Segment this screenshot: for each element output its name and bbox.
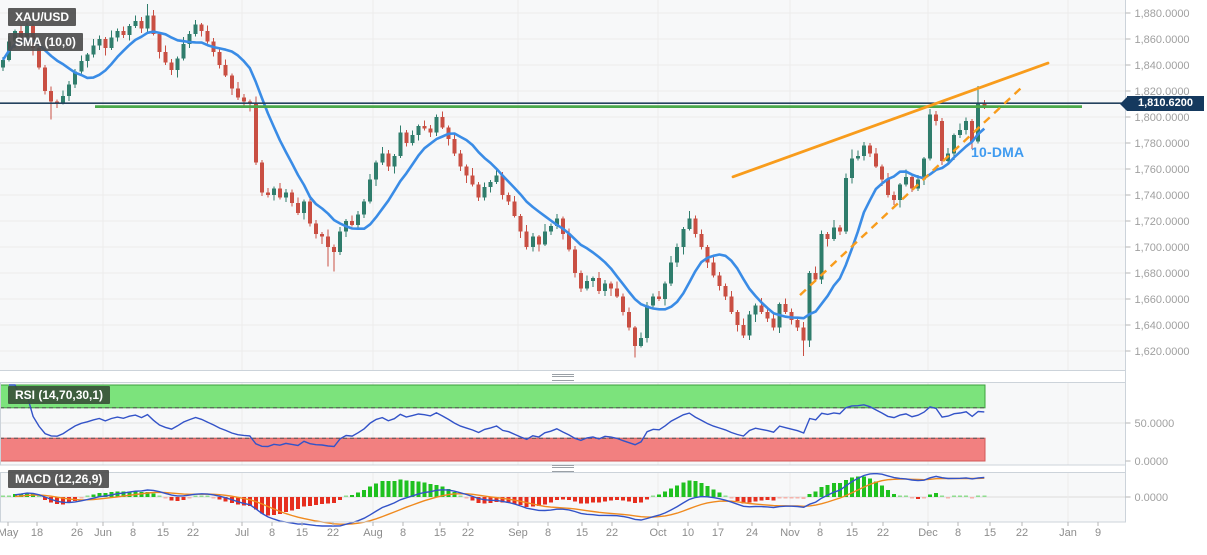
svg-text:1,700.0000: 1,700.0000 xyxy=(1135,242,1190,254)
svg-text:17: 17 xyxy=(712,527,724,539)
current-price-badge: 1,810.6200 xyxy=(1120,96,1204,111)
svg-text:1,860.0000: 1,860.0000 xyxy=(1135,34,1190,46)
svg-text:8: 8 xyxy=(130,527,136,539)
svg-text:15: 15 xyxy=(296,527,308,539)
svg-text:1,640.0000: 1,640.0000 xyxy=(1135,320,1190,332)
svg-text:Jan: Jan xyxy=(1059,527,1077,539)
svg-text:15: 15 xyxy=(434,527,446,539)
svg-text:26: 26 xyxy=(71,527,83,539)
svg-text:Nov: Nov xyxy=(780,527,800,539)
dma-annotation: 10-DMA xyxy=(971,144,1025,160)
svg-text:8: 8 xyxy=(400,527,406,539)
svg-text:22: 22 xyxy=(877,527,889,539)
pane-splitter-handle-top[interactable] xyxy=(552,374,574,381)
svg-text:8: 8 xyxy=(817,527,823,539)
price-badge-arrow-icon xyxy=(1120,96,1127,111)
svg-text:10: 10 xyxy=(682,527,694,539)
sma-indicator-label: SMA (10,0) xyxy=(8,33,83,51)
svg-text:May: May xyxy=(0,527,19,539)
instrument-label: XAU/USD xyxy=(8,8,77,26)
rsi-bands xyxy=(0,384,986,462)
svg-text:22: 22 xyxy=(187,527,199,539)
rsi-line xyxy=(9,384,985,448)
svg-text:1,840.0000: 1,840.0000 xyxy=(1135,60,1190,72)
support-trendline-dashed xyxy=(799,86,1023,296)
svg-text:15: 15 xyxy=(984,527,996,539)
svg-text:1,620.0000: 1,620.0000 xyxy=(1135,346,1190,358)
svg-text:22: 22 xyxy=(1016,527,1028,539)
svg-text:50.0000: 50.0000 xyxy=(1135,418,1175,430)
svg-text:1,740.0000: 1,740.0000 xyxy=(1135,190,1190,202)
pane-splitter-handle-bottom[interactable] xyxy=(552,465,574,472)
svg-text:1,780.0000: 1,780.0000 xyxy=(1135,138,1190,150)
svg-text:8: 8 xyxy=(269,527,275,539)
svg-text:9: 9 xyxy=(1095,527,1101,539)
svg-text:24: 24 xyxy=(746,527,758,539)
rsi-indicator-label: RSI (14,70,30,1) xyxy=(8,386,111,404)
price-axis[interactable]: 1,880.0000 1,860.0000 1,840.0000 1,820.0000… xyxy=(1125,8,1190,504)
pane-bg xyxy=(0,0,1125,371)
macd-indicator-label-text: MACD (12,26,9) xyxy=(15,472,103,486)
svg-text:15: 15 xyxy=(846,527,858,539)
svg-text:Dec: Dec xyxy=(918,527,938,539)
svg-text:15: 15 xyxy=(157,527,169,539)
svg-text:0.0000: 0.0000 xyxy=(1135,456,1169,468)
svg-text:Jun: Jun xyxy=(94,527,112,539)
svg-text:Aug: Aug xyxy=(363,527,383,539)
svg-text:22: 22 xyxy=(606,527,618,539)
svg-text:Jul: Jul xyxy=(235,527,249,539)
macd-indicator-label: MACD (12,26,9) xyxy=(8,470,110,488)
svg-text:18: 18 xyxy=(31,527,43,539)
svg-text:1,760.0000: 1,760.0000 xyxy=(1135,164,1190,176)
svg-text:1,880.0000: 1,880.0000 xyxy=(1135,8,1190,20)
macd-signal-line xyxy=(14,477,985,525)
svg-text:8: 8 xyxy=(955,527,961,539)
svg-text:8: 8 xyxy=(545,527,551,539)
sma-line xyxy=(1,30,986,320)
svg-text:15: 15 xyxy=(576,527,588,539)
instrument-label-text: XAU/USD xyxy=(15,10,70,24)
svg-text:Sep: Sep xyxy=(508,527,528,539)
svg-text:22: 22 xyxy=(462,527,474,539)
svg-text:1,680.0000: 1,680.0000 xyxy=(1135,268,1190,280)
svg-text:1,800.0000: 1,800.0000 xyxy=(1135,112,1190,124)
time-axis[interactable]: May 18 26 Jun 8 15 22 Jul 8 15 22 Aug 8 15 22 Sep 8 15 22 O… xyxy=(0,522,1101,539)
svg-text:1,820.0000: 1,820.0000 xyxy=(1135,86,1190,98)
svg-text:22: 22 xyxy=(327,527,339,539)
svg-text:1,660.0000: 1,660.0000 xyxy=(1135,294,1190,306)
svg-text:1,720.0000: 1,720.0000 xyxy=(1135,216,1190,228)
svg-text:Oct: Oct xyxy=(649,527,666,539)
resistance-trendline xyxy=(731,61,1050,179)
svg-text:0.0000: 0.0000 xyxy=(1135,492,1169,504)
sma-indicator-label-text: SMA (10,0) xyxy=(15,35,76,49)
rsi-indicator-label-text: RSI (14,70,30,1) xyxy=(15,388,104,402)
price-badge-value: 1,810.6200 xyxy=(1127,96,1204,111)
macd-line xyxy=(14,472,985,527)
